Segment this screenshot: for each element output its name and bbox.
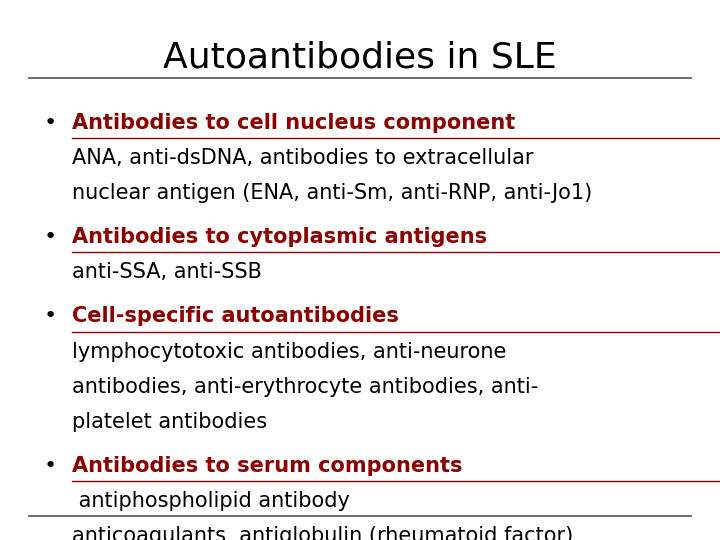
Text: •: • — [43, 227, 56, 247]
Text: •: • — [43, 306, 56, 327]
Text: Antibodies to serum components: Antibodies to serum components — [72, 456, 462, 476]
Text: anticoagulants  antiglobulin (rheumatoid factor): anticoagulants antiglobulin (rheumatoid … — [72, 526, 573, 540]
Text: nuclear antigen (ENA, anti-Sm, anti-RNP, anti-Jo1): nuclear antigen (ENA, anti-Sm, anti-RNP,… — [72, 183, 593, 203]
Text: antiphospholipid antibody: antiphospholipid antibody — [72, 491, 350, 511]
Text: Autoantibodies in SLE: Autoantibodies in SLE — [163, 40, 557, 75]
Text: platelet antibodies: platelet antibodies — [72, 411, 267, 432]
Text: Cell-specific autoantibodies: Cell-specific autoantibodies — [72, 306, 399, 327]
Text: Antibodies to cytoplasmic antigens: Antibodies to cytoplasmic antigens — [72, 227, 487, 247]
Text: anti-SSA, anti-SSB: anti-SSA, anti-SSB — [72, 262, 262, 282]
Text: antibodies, anti-erythrocyte antibodies, anti-: antibodies, anti-erythrocyte antibodies,… — [72, 376, 539, 397]
Text: Antibodies to cell nucleus component: Antibodies to cell nucleus component — [72, 112, 516, 133]
Text: ANA, anti-dsDNA, antibodies to extracellular: ANA, anti-dsDNA, antibodies to extracell… — [72, 147, 534, 168]
Text: lymphocytotoxic antibodies, anti-neurone: lymphocytotoxic antibodies, anti-neurone — [72, 341, 506, 362]
Text: •: • — [43, 456, 56, 476]
Text: •: • — [43, 112, 56, 133]
